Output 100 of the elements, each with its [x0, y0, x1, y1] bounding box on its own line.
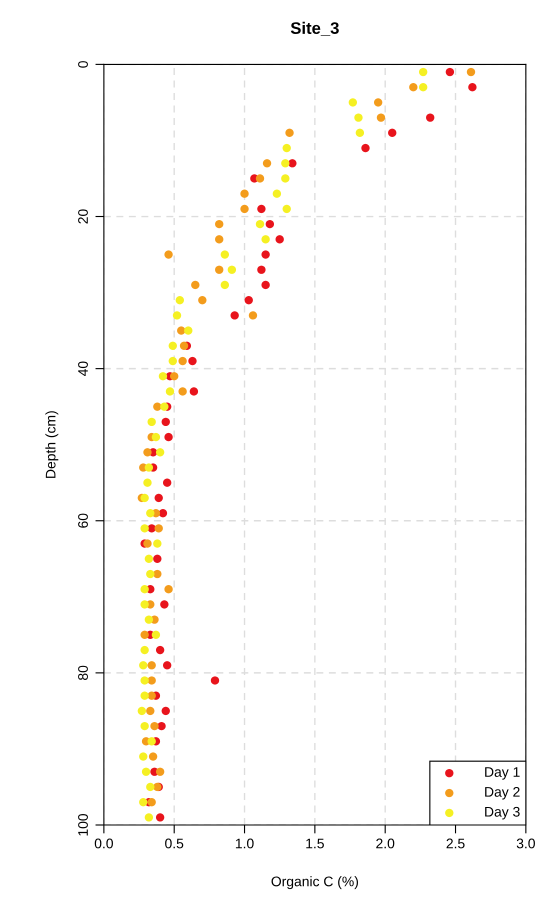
point — [139, 798, 148, 806]
point — [160, 402, 169, 411]
y-tick-label: 20 — [78, 209, 88, 224]
point — [256, 220, 264, 228]
point — [152, 432, 160, 442]
point — [157, 722, 166, 730]
point — [191, 280, 200, 290]
point — [139, 661, 148, 670]
point — [140, 692, 149, 700]
point — [198, 296, 206, 304]
legend-label: Day 1 — [485, 767, 520, 780]
point — [158, 508, 168, 518]
point — [163, 478, 172, 487]
y-axis-title: Depth (cm) — [45, 411, 58, 478]
point — [146, 570, 154, 578]
point — [184, 326, 192, 335]
point — [148, 418, 156, 426]
chart-title: Site_3 — [290, 22, 339, 36]
x-tick-label: 0.5 — [165, 838, 184, 848]
point — [168, 342, 177, 350]
point — [148, 692, 156, 700]
point — [419, 83, 428, 92]
point — [164, 250, 173, 259]
point — [240, 190, 249, 198]
point — [348, 98, 358, 107]
point — [139, 752, 148, 761]
point — [153, 539, 162, 548]
point — [261, 280, 270, 290]
x-tick-label: 3.0 — [516, 838, 535, 848]
point — [257, 266, 266, 274]
point — [261, 250, 270, 259]
point — [220, 250, 230, 259]
point — [166, 387, 174, 396]
point — [446, 68, 454, 76]
point — [172, 311, 182, 320]
point — [282, 144, 291, 152]
point — [160, 600, 169, 609]
point — [146, 508, 154, 518]
point — [409, 83, 418, 92]
point — [144, 463, 154, 472]
x-tick-label: 1.0 — [236, 838, 254, 848]
legend-label: Day 3 — [485, 806, 520, 820]
point — [153, 570, 162, 578]
point — [419, 68, 428, 76]
y-tick-label: 0 — [78, 61, 88, 68]
point — [152, 630, 160, 640]
point — [140, 646, 149, 654]
point — [140, 600, 149, 609]
point — [177, 326, 186, 335]
point — [215, 266, 224, 274]
point — [220, 280, 230, 290]
point — [140, 524, 149, 533]
point — [140, 585, 149, 594]
point — [276, 235, 284, 244]
point — [148, 676, 156, 685]
point — [215, 220, 224, 228]
point — [190, 387, 198, 396]
point — [148, 752, 158, 761]
point — [248, 311, 258, 320]
point — [138, 706, 146, 716]
point — [210, 676, 220, 685]
point — [215, 235, 224, 244]
point — [156, 646, 164, 654]
legend-label: Day 2 — [485, 786, 520, 800]
point — [144, 813, 154, 822]
point — [158, 372, 168, 380]
point — [285, 128, 294, 138]
point — [142, 768, 150, 776]
point — [140, 722, 149, 730]
point — [154, 524, 163, 533]
point — [162, 418, 170, 426]
point — [143, 448, 152, 456]
point — [148, 661, 156, 670]
point — [162, 706, 170, 716]
point — [170, 372, 178, 380]
point — [282, 204, 291, 214]
point — [257, 204, 266, 214]
point — [281, 159, 290, 168]
y-tick-label: 60 — [78, 514, 88, 528]
point — [272, 190, 282, 198]
point — [140, 630, 149, 640]
point — [178, 387, 187, 396]
point — [164, 585, 173, 594]
point — [180, 342, 188, 350]
y-tick-label: 100 — [78, 814, 88, 836]
x-tick-label: 2.5 — [446, 838, 465, 848]
point — [168, 356, 177, 366]
point — [140, 676, 149, 685]
y-tick-label: 40 — [78, 361, 88, 376]
point — [154, 494, 163, 502]
point — [374, 98, 382, 107]
point — [468, 83, 477, 92]
point — [156, 813, 164, 822]
point — [144, 615, 154, 624]
point — [148, 798, 156, 806]
point — [230, 311, 239, 320]
point — [466, 68, 476, 76]
point — [361, 144, 370, 152]
point — [176, 296, 184, 304]
point — [288, 159, 297, 168]
